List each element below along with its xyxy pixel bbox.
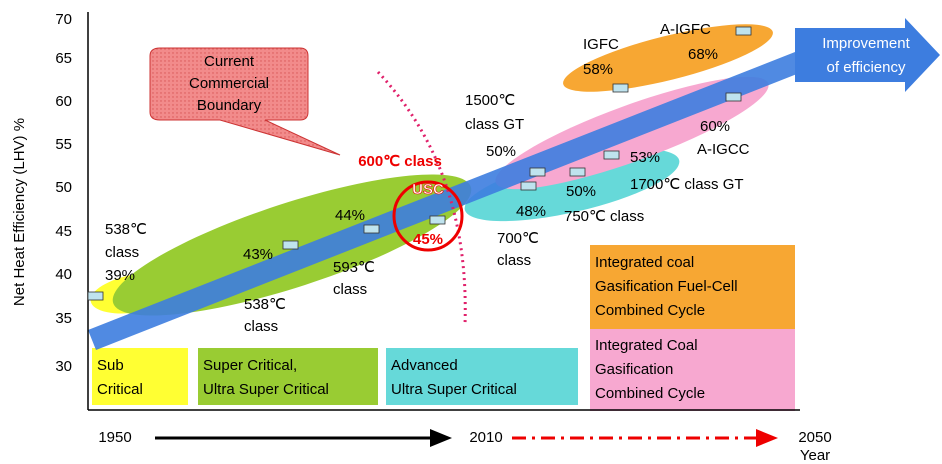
- annotation: class GT: [465, 116, 524, 133]
- arrow-head: [795, 18, 940, 92]
- y-tick-label: 30: [55, 358, 72, 375]
- arrow-label: of efficiency: [827, 59, 906, 76]
- marker: [612, 83, 629, 93]
- y-tick-label: 50: [55, 179, 72, 196]
- callout-bubble: [149, 47, 341, 156]
- arrow-label: Improvement: [822, 35, 910, 52]
- annotation: 50%: [566, 183, 596, 200]
- timeline-arrowhead: [430, 429, 452, 447]
- era-ellipse: [563, 24, 773, 92]
- marker: [529, 167, 546, 177]
- marker: [725, 92, 742, 102]
- y-tick-label: 45: [55, 223, 72, 240]
- marker: [603, 150, 620, 160]
- legend-text: Gasification: [595, 361, 673, 378]
- callout-text: Commercial: [189, 75, 269, 92]
- legend-text: Ultra Super Critical: [391, 381, 517, 398]
- annotation: 48%: [516, 203, 546, 220]
- annotation: 538℃: [105, 221, 147, 238]
- y-tick-label: 35: [55, 310, 72, 327]
- callout-text: Boundary: [197, 97, 262, 114]
- annotation: class: [105, 244, 139, 261]
- timeline-arrowhead: [756, 429, 778, 447]
- annotation: class: [497, 252, 531, 269]
- legend-text: Sub: [97, 357, 124, 374]
- legend-box: [386, 348, 578, 405]
- annotation: 58%: [583, 61, 613, 78]
- legend-text: Gasification Fuel-Cell: [595, 278, 738, 295]
- usc-name: USC: [412, 181, 444, 198]
- marker: [87, 291, 104, 301]
- annotation: A-IGCC: [697, 141, 750, 158]
- legend-box: [590, 329, 795, 411]
- y-tick-label: 55: [55, 136, 72, 153]
- legend-box: [92, 348, 188, 405]
- x-axis-label: Year: [800, 447, 830, 464]
- marker: [282, 240, 299, 250]
- legend-text: Ultra Super Critical: [203, 381, 329, 398]
- annotation: 43%: [243, 246, 273, 263]
- y-tick-label: 40: [55, 266, 72, 283]
- y-axis-label: Net Heat Efficiency (LHV) %: [11, 118, 28, 306]
- usc-value: 45%: [413, 231, 443, 248]
- y-tick-label: 70: [55, 11, 72, 28]
- x-label: 2010: [469, 429, 502, 446]
- annotation: 39%: [105, 267, 135, 284]
- marker: [520, 181, 537, 191]
- legend-box: [198, 348, 378, 405]
- annotation: 750℃ class: [564, 208, 644, 225]
- annotation: class: [333, 281, 367, 298]
- callout-text: Current: [204, 53, 255, 70]
- trend-arrow: [88, 52, 802, 350]
- legend-text: Integrated coal: [595, 254, 694, 271]
- annotation: class: [244, 318, 278, 335]
- marker: [429, 215, 446, 225]
- legend-text: Super Critical,: [203, 357, 297, 374]
- marker: [363, 224, 380, 234]
- annotation: 538℃: [244, 296, 286, 313]
- annotation: A-IGFC: [660, 21, 711, 38]
- annotation: 50%: [486, 143, 516, 160]
- legend-text: Combined Cycle: [595, 302, 705, 319]
- y-tick-label: 65: [55, 50, 72, 67]
- marker: [735, 26, 752, 36]
- y-tick-label: 60: [55, 93, 72, 110]
- annotation: 44%: [335, 207, 365, 224]
- annotation: IGFC: [583, 36, 619, 53]
- legend-text: Combined Cycle: [595, 385, 705, 402]
- x-label: 1950: [98, 429, 131, 446]
- annotation: 53%: [630, 149, 660, 166]
- boundary-line: [376, 70, 467, 326]
- x-label: 2050: [798, 429, 831, 446]
- annotation: 1500℃: [465, 92, 515, 109]
- annotation: 593℃: [333, 259, 375, 276]
- legend-text: Integrated Coal: [595, 337, 698, 354]
- annotation: 700℃: [497, 230, 539, 247]
- annotation: 1700℃ class GT: [630, 176, 744, 193]
- annotation: 68%: [688, 46, 718, 63]
- usc-circle: [392, 180, 464, 252]
- era-ellipse: [464, 148, 680, 222]
- legend-box: [590, 245, 795, 329]
- usc-title: 600℃ class: [358, 153, 442, 170]
- marker: [569, 167, 586, 177]
- legend-text: Advanced: [391, 357, 458, 374]
- annotation: 60%: [700, 118, 730, 135]
- legend-text: Critical: [97, 381, 143, 398]
